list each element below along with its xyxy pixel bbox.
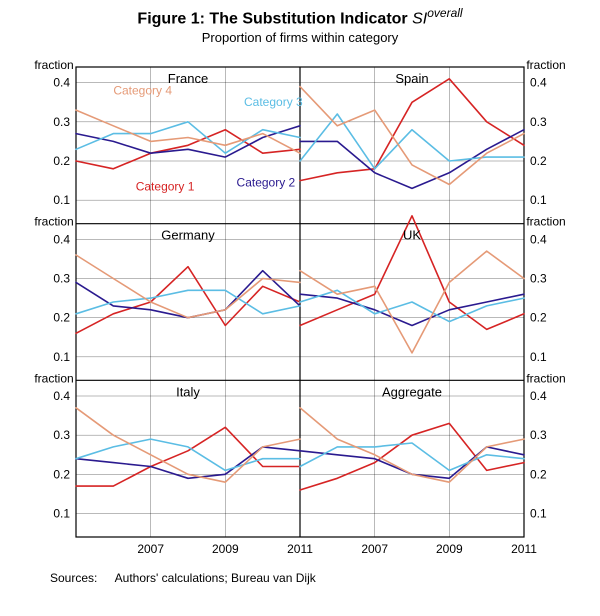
y-tick-label: 0.2: [530, 311, 547, 325]
x-tick-label: 2009: [212, 542, 239, 556]
y-axis-title-left: fraction: [34, 58, 73, 72]
y-tick-label: 0.4: [53, 233, 70, 247]
y-axis-title-right: fraction: [526, 215, 565, 229]
y-tick-label: 0.1: [530, 507, 547, 521]
series-cat3: [76, 291, 300, 315]
y-tick-label: 0.2: [53, 468, 70, 482]
series-cat4: [76, 110, 300, 153]
y-tick-label: 0.2: [530, 468, 547, 482]
series-cat4: [300, 87, 524, 185]
figure-subtitle: Proportion of firms within category: [0, 30, 600, 45]
y-axis-title-left: fraction: [34, 215, 73, 229]
x-tick-label: 2011: [511, 542, 537, 556]
legend-cat2: Category 2: [237, 176, 296, 190]
y-tick-label: 0.1: [530, 193, 547, 207]
panel-title: France: [168, 71, 208, 86]
series-cat4: [76, 255, 300, 318]
series-cat3: [300, 291, 524, 322]
figure-sources: Sources: Authors' calculations; Bureau v…: [50, 571, 600, 585]
y-tick-label: 0.3: [53, 115, 70, 129]
y-tick-label: 0.4: [530, 389, 547, 403]
y-axis-title-left: fraction: [34, 372, 73, 386]
y-tick-label: 0.4: [53, 389, 70, 403]
figure-title-superscript: overall: [427, 6, 462, 20]
series-cat2: [300, 295, 524, 326]
y-tick-label: 0.2: [53, 154, 70, 168]
y-tick-label: 0.2: [53, 311, 70, 325]
sources-text: Authors' calculations; Bureau van Dijk: [115, 571, 316, 585]
figure-title-symbol: SI: [412, 10, 427, 27]
legend-cat1: Category 1: [136, 180, 195, 194]
y-axis-title-right: fraction: [526, 372, 565, 386]
y-tick-label: 0.2: [530, 154, 547, 168]
panel-title: Italy: [176, 385, 200, 400]
y-axis-title-right: fraction: [526, 58, 565, 72]
series-cat2: [76, 271, 300, 318]
legend-cat4: Category 4: [113, 84, 172, 98]
y-tick-label: 0.1: [530, 350, 547, 364]
y-tick-label: 0.3: [530, 272, 547, 286]
y-tick-label: 0.1: [53, 507, 70, 521]
y-tick-label: 0.3: [530, 115, 547, 129]
series-cat4: [76, 408, 300, 482]
figure-title: Figure 1: The Substitution Indicator SIo…: [0, 0, 600, 28]
sources-label: Sources:: [50, 571, 112, 585]
y-tick-label: 0.4: [53, 76, 70, 90]
x-tick-label: 2007: [137, 542, 164, 556]
x-tick-label: 2011: [287, 542, 313, 556]
x-tick-label: 2009: [436, 542, 463, 556]
y-tick-label: 0.1: [53, 193, 70, 207]
panel-title: Spain: [395, 71, 428, 86]
chart-svg: France 0.1 0.2 0.3 0.4 fraction Category 1 Cate…: [30, 53, 570, 563]
panel-title: Germany: [161, 228, 215, 243]
series-cat4: [300, 408, 524, 482]
y-tick-label: 0.1: [53, 350, 70, 364]
x-tick-label: 2007: [361, 542, 388, 556]
legend-cat3: Category 3: [244, 95, 303, 109]
series-cat2: [300, 130, 524, 189]
series-cat1: [76, 428, 300, 487]
panel-title: UK: [403, 228, 421, 243]
y-tick-label: 0.4: [530, 76, 547, 90]
y-tick-label: 0.3: [53, 272, 70, 286]
y-tick-label: 0.4: [530, 233, 547, 247]
series-cat1: [300, 424, 524, 491]
panel-title: Aggregate: [382, 385, 442, 400]
y-tick-label: 0.3: [530, 428, 547, 442]
figure-title-text: Figure 1: The Substitution Indicator: [137, 10, 412, 27]
y-tick-label: 0.3: [53, 428, 70, 442]
